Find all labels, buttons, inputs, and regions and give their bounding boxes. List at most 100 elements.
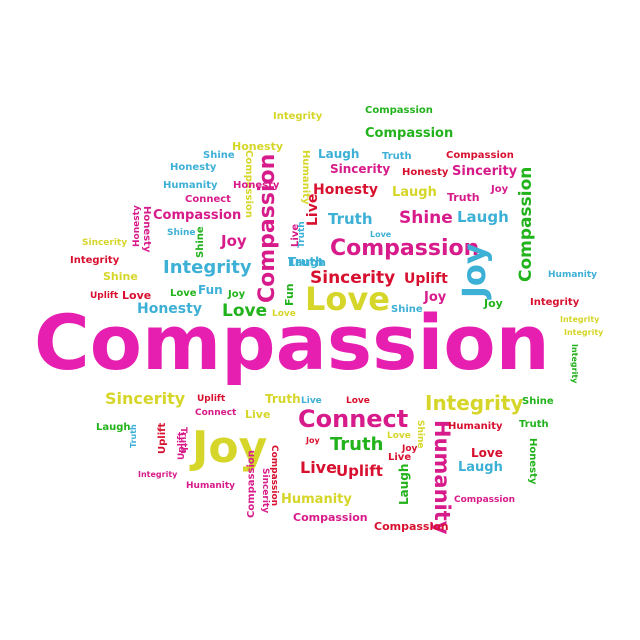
word: Joy xyxy=(221,232,247,250)
word: Compassion xyxy=(246,450,257,518)
word: Integrity xyxy=(564,328,604,337)
word: Joy xyxy=(402,444,418,454)
word: Laugh xyxy=(458,460,503,475)
word: Integrity xyxy=(163,257,252,278)
word: Truth xyxy=(178,427,188,454)
word: Humanity xyxy=(430,420,454,535)
word: Integrity xyxy=(425,391,524,415)
word: Truth xyxy=(519,419,549,430)
word: Truth xyxy=(447,191,480,204)
word: Compassion xyxy=(269,445,279,507)
word: Fun xyxy=(283,283,296,306)
word: Sincerity xyxy=(260,468,270,514)
word: Fun xyxy=(198,283,223,297)
word: Uplift xyxy=(197,394,226,404)
word: Connect xyxy=(185,194,231,205)
word: Truth xyxy=(129,424,138,448)
word: Truth xyxy=(382,151,412,162)
word: Uplift xyxy=(157,422,168,454)
word: Love xyxy=(122,289,152,302)
word: Honesty xyxy=(233,180,280,191)
word: Love xyxy=(272,309,296,319)
word: Live xyxy=(245,408,271,421)
word: Compassion xyxy=(374,520,449,533)
word: Truth xyxy=(288,255,324,269)
word: Joy xyxy=(228,289,246,300)
word: Compassion xyxy=(330,236,480,261)
word: Compassion xyxy=(454,495,516,505)
word: Love xyxy=(346,396,370,406)
word: Live xyxy=(290,223,301,247)
word: Joy xyxy=(491,184,509,195)
word: Laugh xyxy=(392,185,437,200)
word: Laugh xyxy=(318,147,360,161)
word: Joy xyxy=(484,297,503,310)
word: Integrity xyxy=(530,297,580,308)
word: Humanity xyxy=(163,180,218,191)
word: Honesty xyxy=(313,182,378,198)
word: Live xyxy=(300,458,337,477)
word: Sincerity xyxy=(82,238,128,248)
word: Shine xyxy=(195,226,206,258)
word: Sincerity xyxy=(105,389,186,408)
word: Honesty xyxy=(170,162,217,173)
word: Love xyxy=(370,230,392,239)
word: Love xyxy=(305,280,390,318)
word: Honesty xyxy=(402,167,449,178)
word: Love xyxy=(222,301,268,321)
word: Uplift xyxy=(336,462,383,480)
word: Integrity xyxy=(70,255,120,266)
word: Joy xyxy=(306,436,320,445)
word: Live xyxy=(305,193,321,226)
word: Humanity xyxy=(281,492,352,507)
word: Integrity xyxy=(560,315,600,324)
word: Honesty xyxy=(527,438,538,485)
word: Compassion xyxy=(34,298,550,387)
word: Integrity xyxy=(138,470,178,479)
word: Shine xyxy=(399,208,453,228)
word: Truth xyxy=(328,210,373,228)
word: Compassion xyxy=(365,126,454,141)
word: Truth xyxy=(265,392,301,406)
word: Sincerity xyxy=(452,164,518,179)
word: Love xyxy=(471,446,503,460)
word: Connect xyxy=(195,408,237,418)
word: Shine xyxy=(391,304,423,315)
word: Joy xyxy=(424,290,447,305)
word: Laugh xyxy=(96,422,131,433)
word: Love xyxy=(170,288,197,299)
word: Humanity xyxy=(186,481,236,491)
word: Laugh xyxy=(397,463,411,505)
word: Uplift xyxy=(90,291,119,301)
word: Truth xyxy=(330,434,384,455)
word: Compassion xyxy=(255,153,280,303)
word: Laugh xyxy=(288,256,326,269)
word: Live xyxy=(301,396,322,406)
word: Connect xyxy=(298,405,409,433)
word: Integrity xyxy=(570,344,579,384)
word: Sincerity xyxy=(310,268,396,288)
word: Shine xyxy=(203,150,235,161)
word: Compassion xyxy=(446,150,514,161)
word: Compassion xyxy=(516,166,536,282)
word: Joy xyxy=(192,422,268,473)
word: Integrity xyxy=(273,111,323,122)
word: Honesty xyxy=(232,140,284,153)
word: Sincerity xyxy=(330,162,391,176)
word: Live xyxy=(388,452,412,463)
word: Shine xyxy=(103,270,138,283)
word: Humanity xyxy=(448,421,503,432)
word: Compassion xyxy=(365,105,433,116)
word: Uplift xyxy=(404,271,448,287)
word: Laugh xyxy=(457,208,509,226)
word: Shine xyxy=(167,228,196,238)
word: Honesty xyxy=(137,301,202,317)
word: Honesty xyxy=(141,206,152,253)
word: Compassion xyxy=(153,208,242,223)
word: Compassion xyxy=(293,511,368,524)
word: Love xyxy=(387,431,411,441)
word: Joy xyxy=(455,243,493,298)
word: Shine xyxy=(522,396,554,407)
word: Humanity xyxy=(548,270,598,280)
